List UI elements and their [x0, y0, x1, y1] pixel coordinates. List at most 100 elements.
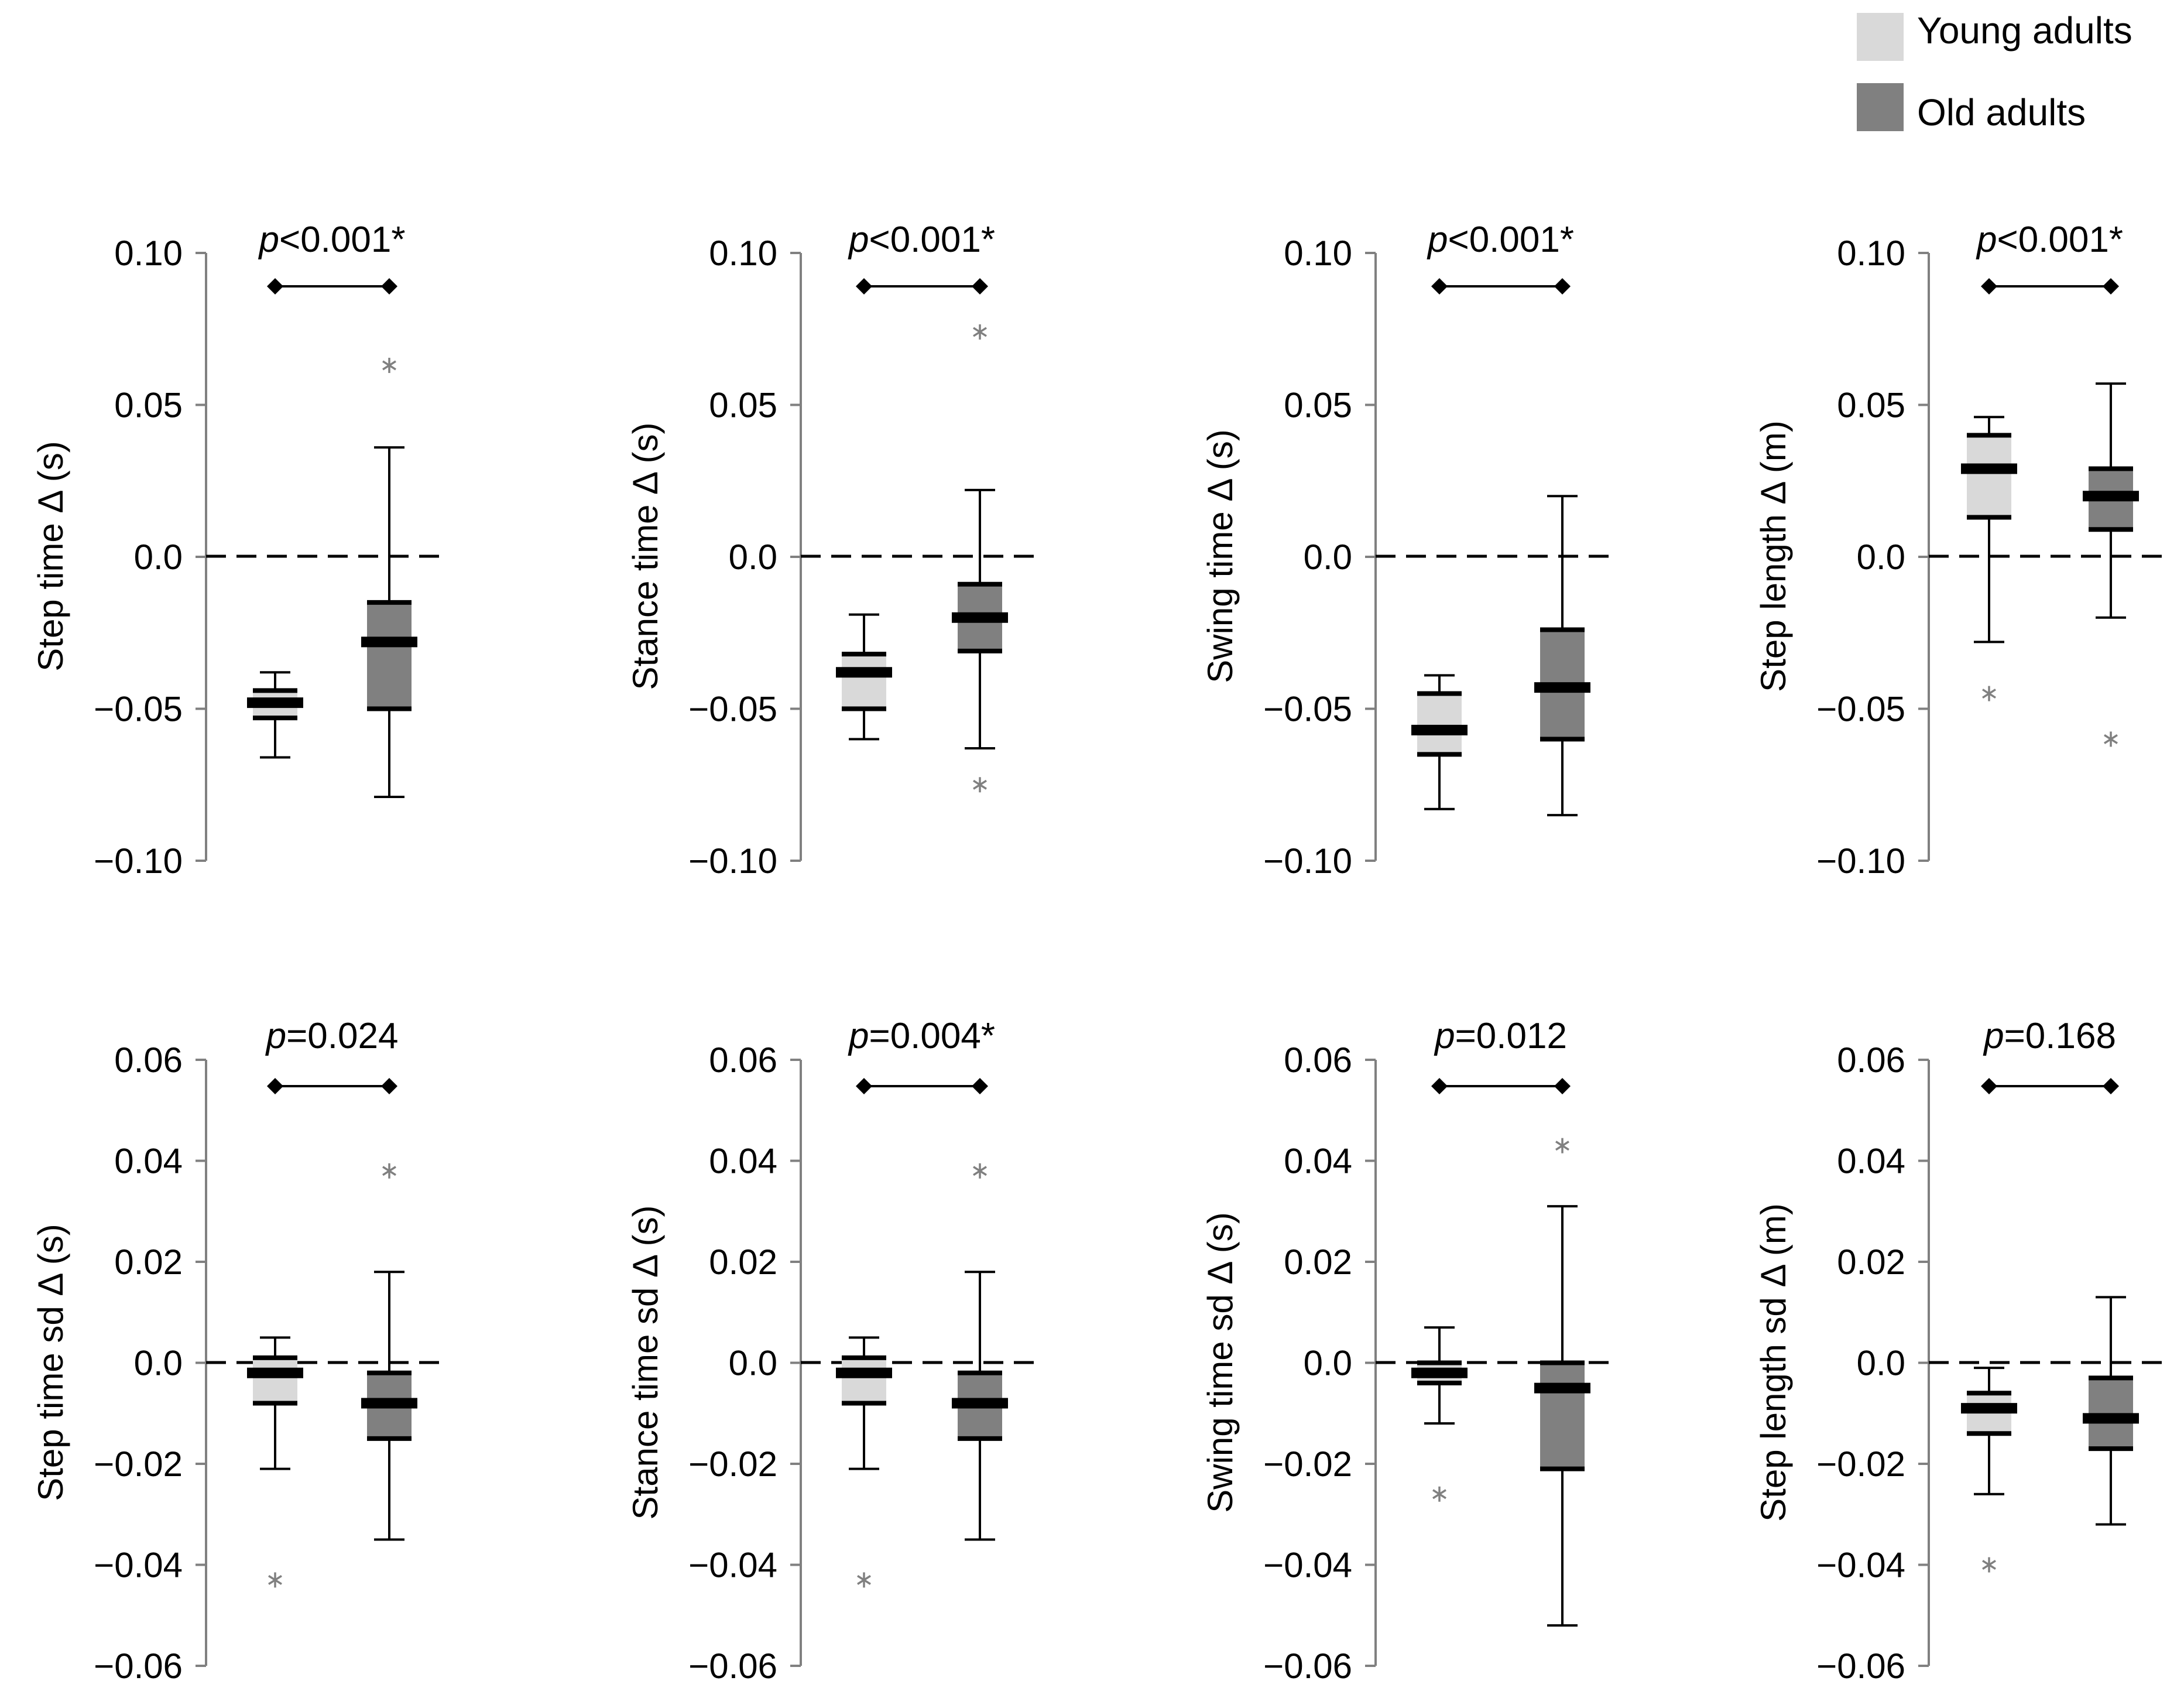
outlier-stroke — [1432, 1489, 1446, 1500]
box-old — [2083, 382, 2139, 747]
p-value-label: p=0.004* — [848, 1016, 995, 1056]
comparison-diamond — [1431, 1078, 1448, 1094]
y-axis-title: Swing time sd Δ (s) — [1201, 1212, 1240, 1513]
outlier-stroke — [1982, 689, 1996, 699]
comparison-diamond — [856, 278, 872, 295]
y-tick-label: 0.0 — [1304, 1344, 1352, 1383]
y-tick-label: 0.06 — [114, 1040, 183, 1080]
p-value-label: p<0.001* — [1427, 220, 1574, 260]
outlier-marker — [2104, 731, 2118, 747]
outlier-marker — [973, 324, 987, 340]
y-tick-label: −0.05 — [1263, 690, 1352, 729]
box-young — [836, 613, 892, 741]
y-axis-title: Step time Δ (s) — [31, 441, 70, 672]
y-tick-label: 0.02 — [114, 1242, 183, 1282]
panel-4: 0.10 0.05 0.0 −0.05 −0.10 Step length Δ (m) p<… — [1754, 220, 2166, 881]
y-tick-label: −0.05 — [1816, 690, 1905, 729]
iqr-box — [842, 1357, 886, 1404]
box-young — [1961, 1367, 2017, 1573]
box-young — [1411, 674, 1468, 810]
y-tick-label: 0.0 — [134, 1344, 183, 1383]
p-value-label: p<0.001* — [258, 220, 406, 260]
y-tick-label: 0.05 — [114, 386, 183, 425]
outlier-stroke — [973, 1166, 987, 1176]
outlier-stroke — [382, 360, 396, 371]
y-tick-label: −0.04 — [1263, 1546, 1352, 1585]
p-value-label: p<0.001* — [1976, 220, 2123, 260]
panel-7: 0.06 0.04 0.02 0.0 −0.02 −0.04 −0.06 Swing time… — [1201, 1016, 1613, 1686]
y-tick-label: 0.02 — [1284, 1242, 1352, 1282]
outlier-stroke — [382, 1166, 396, 1176]
box-old — [2083, 1296, 2139, 1526]
outlier-marker — [268, 1572, 282, 1588]
y-tick-label: −0.04 — [688, 1546, 777, 1585]
outlier-marker — [1555, 1138, 1569, 1153]
y-tick-label: −0.02 — [688, 1444, 777, 1484]
y-tick-label: −0.06 — [94, 1646, 183, 1686]
comparison-diamond — [2103, 278, 2119, 295]
outlier-stroke — [2104, 734, 2118, 744]
y-tick-label: −0.06 — [1816, 1646, 1905, 1686]
y-tick-label: −0.06 — [688, 1646, 777, 1686]
y-axis-title: Stance time sd Δ (s) — [626, 1206, 665, 1520]
outlier-marker — [1982, 686, 1996, 701]
p-value-label: p=0.024 — [265, 1016, 399, 1056]
y-tick-label: 0.05 — [1284, 386, 1352, 425]
y-tick-label: 0.06 — [1284, 1040, 1352, 1080]
comparison-diamond — [267, 1078, 283, 1094]
panel-5: 0.06 0.04 0.02 0.0 −0.02 −0.04 −0.06 Step time … — [31, 1016, 443, 1686]
y-tick-label: 0.05 — [1837, 386, 1905, 425]
comparison-diamond — [1554, 1078, 1571, 1094]
y-tick-label: −0.10 — [1816, 841, 1905, 881]
outlier-stroke — [268, 1574, 282, 1585]
outlier-marker — [1432, 1486, 1446, 1502]
legend-label-old: Old adults — [1917, 91, 2086, 134]
y-axis-title: Step length Δ (m) — [1754, 420, 1793, 692]
y-tick-label: 0.0 — [134, 538, 183, 577]
legend-label-young: Young adults — [1917, 9, 2132, 52]
legend-swatch-old — [1857, 83, 1904, 131]
y-tick-label: 0.0 — [729, 1344, 777, 1383]
y-tick-label: 0.04 — [1837, 1142, 1905, 1181]
y-tick-label: 0.04 — [709, 1142, 777, 1181]
box-young — [247, 671, 303, 759]
outlier-marker — [973, 777, 987, 793]
panel-2: 0.10 0.05 0.0 −0.05 −0.10 Stance time Δ (s) p<… — [626, 220, 1038, 881]
legend-swatch-young — [1857, 13, 1904, 61]
box-old — [361, 358, 417, 799]
panel-6: 0.06 0.04 0.02 0.0 −0.02 −0.04 −0.06 Stance tim… — [626, 1016, 1038, 1686]
y-tick-label: −0.06 — [1263, 1646, 1352, 1686]
comparison-diamond — [2103, 1078, 2119, 1094]
y-tick-label: 0.10 — [709, 234, 777, 273]
outlier-marker — [1982, 1557, 1996, 1573]
y-axis-title: Step length sd Δ (m) — [1754, 1203, 1793, 1522]
outlier-stroke — [973, 779, 987, 790]
iqr-box — [253, 1357, 297, 1404]
p-value-label: p=0.012 — [1434, 1016, 1567, 1056]
comparison-diamond — [1431, 278, 1448, 295]
y-tick-label: −0.05 — [688, 690, 777, 729]
outlier-marker — [857, 1572, 871, 1588]
box-old — [1534, 1138, 1590, 1627]
comparison-diamond — [972, 278, 988, 295]
iqr-box — [842, 654, 886, 709]
y-tick-label: −0.10 — [94, 841, 183, 881]
box-old — [952, 324, 1008, 793]
y-tick-label: 0.10 — [114, 234, 183, 273]
p-value-label: p=0.168 — [1983, 1016, 2116, 1056]
y-tick-label: 0.02 — [1837, 1242, 1905, 1282]
legend: Young adults Old adults — [1857, 9, 2132, 134]
box-young — [247, 1336, 303, 1588]
box-old — [952, 1163, 1008, 1541]
y-tick-label: 0.0 — [1857, 1344, 1905, 1383]
box-young — [836, 1336, 892, 1588]
y-tick-label: −0.04 — [94, 1546, 183, 1585]
comparison-diamond — [1981, 278, 1997, 295]
outlier-stroke — [973, 327, 987, 337]
box-old — [361, 1163, 417, 1541]
comparison-diamond — [856, 1078, 872, 1094]
comparison-diamond — [381, 1078, 397, 1094]
y-tick-label: 0.10 — [1284, 234, 1352, 273]
y-tick-label: 0.06 — [709, 1040, 777, 1080]
